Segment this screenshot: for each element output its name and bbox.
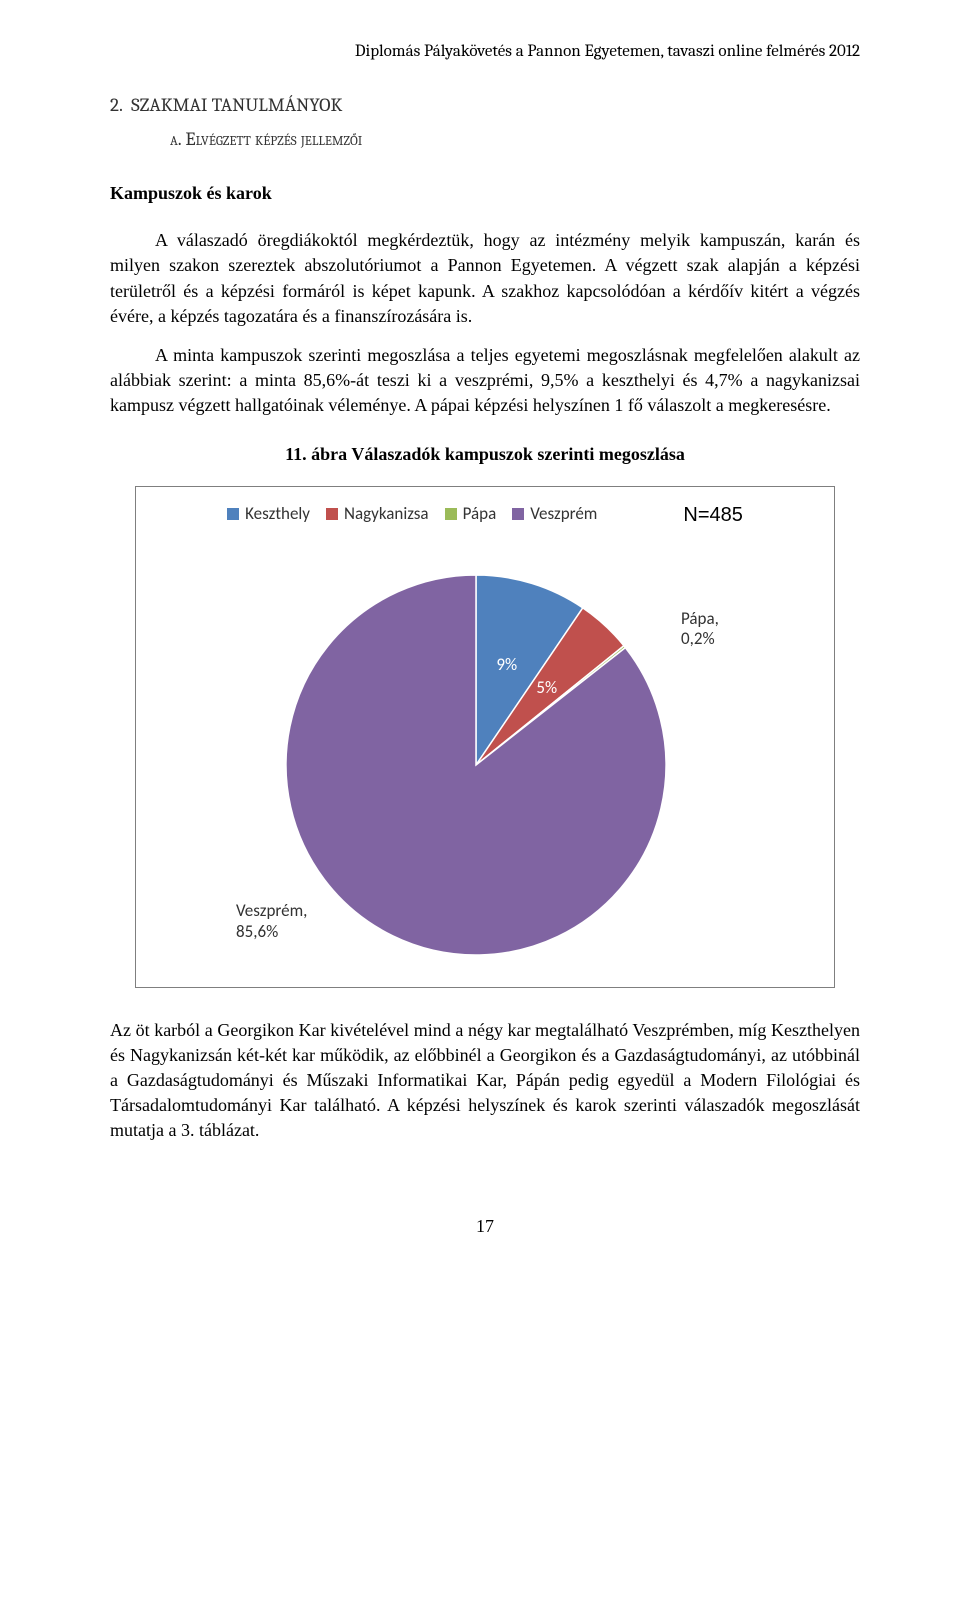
chart-legend: Keszthely Nagykanizsa Pápa Veszprém N=485 <box>156 501 814 529</box>
running-header: Diplomás Pályakövetés a Pannon Egyetemen… <box>110 40 860 64</box>
chart-n-label: N=485 <box>683 501 743 529</box>
chart-container: Keszthely Nagykanizsa Pápa Veszprém N=485 9… <box>135 486 835 988</box>
paragraph-1: A válaszadó öregdiákoktól megkérdeztük, … <box>110 228 860 329</box>
subsection-title: Elvégzett képzés jellemzői <box>185 128 362 150</box>
legend-label: Keszthely <box>245 502 310 526</box>
section-title: SZAKMAI TANULMÁNYOK <box>131 94 342 116</box>
subheading: Kampuszok és karok <box>110 181 860 206</box>
slice-label: 9% <box>496 654 517 675</box>
page: Diplomás Pályakövetés a Pannon Egyetemen… <box>0 0 960 1279</box>
subsection-number: a. <box>170 128 181 150</box>
legend-label: Nagykanizsa <box>344 502 429 526</box>
legend-item: Pápa <box>445 502 497 526</box>
legend-item: Nagykanizsa <box>326 502 429 526</box>
legend-swatch <box>326 508 338 520</box>
legend-label: Pápa <box>463 502 497 526</box>
slice-label-veszprem: Veszprém,85,6% <box>236 901 307 942</box>
legend-item: Veszprém <box>512 502 597 526</box>
legend-swatch <box>227 508 239 520</box>
figure-title: 11. ábra Válaszadók kampuszok szerinti m… <box>110 442 860 467</box>
section-number: 2. <box>110 94 123 116</box>
legend-item: Keszthely <box>227 502 310 526</box>
section-heading: 2. SZAKMAI TANULMÁNYOK <box>110 92 860 119</box>
subsection-heading: a. Elvégzett képzés jellemzői <box>170 126 860 153</box>
legend-label: Veszprém <box>530 502 597 526</box>
pie-chart: 9% 5% Pápa,0,2% Veszprém,85,6% <box>156 535 816 965</box>
page-number: 17 <box>110 1214 860 1239</box>
legend-swatch <box>445 508 457 520</box>
slice-label-papa: Pápa,0,2% <box>681 609 719 650</box>
paragraph-3: Az öt karból a Georgikon Kar kivételével… <box>110 1018 860 1144</box>
slice-label: 5% <box>536 677 557 698</box>
paragraph-2: A minta kampuszok szerinti megoszlása a … <box>110 343 860 419</box>
legend-swatch <box>512 508 524 520</box>
